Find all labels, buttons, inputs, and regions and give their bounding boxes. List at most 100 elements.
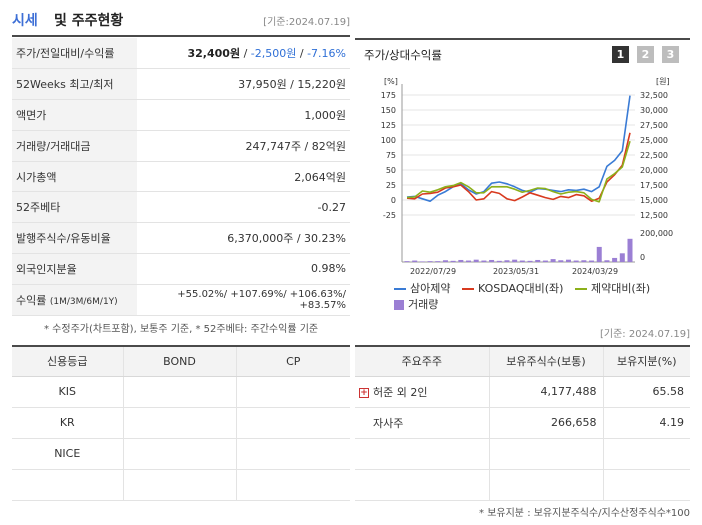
quote-value: 2,064억원 <box>137 161 350 193</box>
table-row: KIS <box>12 376 350 408</box>
table-header-row: 주요주주 보유주식수(보통) 보유지분(%) <box>355 346 690 377</box>
table-row: 시가총액 2,064억원 <box>12 161 350 193</box>
quote-value: 247,747주 / 82억원 <box>137 130 350 162</box>
y-tick-label-right: 20,000 <box>640 166 668 175</box>
holder-pct: 4.19 <box>602 407 690 439</box>
holder-name-cell: 자사주 <box>355 407 489 439</box>
y-tick-label-right: 17,500 <box>640 181 668 190</box>
holder-table: 주요주주 보유주식수(보통) 보유지분(%) + 허준 외 2인 4,177,48… <box>355 345 690 501</box>
quote-key: 외국인지분율 <box>12 253 137 285</box>
x-tick-label: 2023/05/31 <box>493 267 539 276</box>
volume-bar <box>565 259 571 262</box>
table-row: 52주베타 -0.27 <box>12 191 350 224</box>
header-divider <box>12 35 350 37</box>
returns-periods: (1M/3M/6M/1Y) <box>49 296 118 307</box>
volume-bar <box>550 259 556 262</box>
quote-key: 수익률 (1M/3M/6M/1Y) <box>12 284 137 316</box>
quote-table: 주가/전일대비/수익률 32,400원 / -2,500원 / -7.16% 5… <box>12 38 350 316</box>
volume-bar <box>604 260 610 262</box>
holder-date: [기준: 2024.07.19] <box>599 329 690 340</box>
quote-value: 37,950원 / 15,220원 <box>137 68 350 101</box>
volume-bar <box>419 261 425 262</box>
y-tick-label-left: 75 <box>386 151 396 160</box>
volume-bar <box>489 259 495 262</box>
volume-bar <box>512 259 518 262</box>
table-cell <box>235 469 350 501</box>
quote-key: 액면가 <box>12 99 137 131</box>
y-tick-label-right: 27,500 <box>640 121 668 130</box>
returns-value: +55.02%/ +107.69%/ +106.63%/ +83.57% <box>137 284 350 316</box>
chart-panel: 주가/상대수익률 1 2 3 [%] [원] 175 32,500 150 30,000 1… <box>355 38 690 312</box>
volume-tick-label: 0 <box>640 253 645 262</box>
legend-item: KOSDAQ대비(좌) <box>461 280 564 296</box>
column-header: 신용등급 <box>12 346 123 377</box>
quote-key: 52주베타 <box>12 191 137 224</box>
volume-bar <box>527 260 533 262</box>
table-cell: KR <box>12 407 123 439</box>
chart-page-3-button[interactable]: 3 <box>662 46 679 63</box>
legend-label: 제약대비(좌) <box>590 282 651 295</box>
volume-bar <box>442 260 448 262</box>
chart-legend: 삼아제약 KOSDAQ대비(좌) 제약대비(좌) 거래량 <box>394 280 684 312</box>
y-tick-label-right: 32,500 <box>640 91 668 100</box>
table-cell <box>122 438 236 470</box>
y-tick-label-left: 100 <box>381 136 396 145</box>
column-header: BOND <box>122 346 236 377</box>
column-header: CP <box>235 346 350 377</box>
y-tick-label-right: 25,000 <box>640 136 668 145</box>
holder-pct: 65.58 <box>602 376 690 408</box>
chart-page-2-button[interactable]: 2 <box>637 46 654 63</box>
x-tick-label: 2024/03/29 <box>572 267 618 276</box>
table-cell: NICE <box>12 438 123 470</box>
legend-swatch <box>394 300 404 310</box>
y-tick-label-left: 0 <box>391 196 396 205</box>
y-tick-label-right: 22,500 <box>640 151 668 160</box>
legend-label: KOSDAQ대비(좌) <box>477 282 564 295</box>
header-title-prefix: 시세 <box>12 13 38 29</box>
footnote-quote: * 수정주가(차트포함), 보통주 기준, * 52주베타: 주간수익률 기준 <box>44 324 319 335</box>
series-line-1 <box>406 95 631 202</box>
column-header: 주요주주 <box>355 346 489 377</box>
holder-name-cell <box>355 438 489 470</box>
volume-bar <box>627 238 633 262</box>
legend-label: 삼아제약 <box>410 282 451 295</box>
y-tick-label-left: 175 <box>381 91 396 100</box>
quote-value: 1,000원 <box>137 99 350 131</box>
volume-bar <box>519 260 525 262</box>
table-row: 자사주 266,658 4.19 <box>355 407 690 439</box>
y-tick-label-right: 12,500 <box>640 211 668 220</box>
volume-bar <box>466 260 472 262</box>
volume-bar <box>558 260 564 262</box>
x-tick-label: 2022/07/29 <box>410 267 456 276</box>
volume-bar <box>504 260 510 262</box>
volume-bar <box>581 260 587 262</box>
volume-bar <box>589 260 595 262</box>
table-cell <box>235 376 350 408</box>
table-row: 수익률 (1M/3M/6M/1Y) +55.02%/ +107.69%/ +10… <box>12 284 350 316</box>
legend-item: 삼아제약 <box>394 280 450 296</box>
holder-name-cell <box>355 469 489 501</box>
series-line-3 <box>406 140 631 203</box>
expand-icon[interactable]: + <box>359 387 369 398</box>
quote-key: 주가/전일대비/수익률 <box>12 38 137 70</box>
separator: / <box>240 47 251 61</box>
price-change: -2,500원 <box>250 47 297 61</box>
y-tick-label-left: -25 <box>383 211 396 220</box>
y-tick-label-left: 150 <box>381 106 396 115</box>
y-axis-unit-right: [원] <box>656 77 670 86</box>
y-tick-label-right: 30,000 <box>640 106 668 115</box>
table-cell <box>235 438 350 470</box>
quote-key: 시가총액 <box>12 161 137 193</box>
header-date: [기준:2024.07.19] <box>263 17 350 28</box>
volume-bar <box>596 246 602 262</box>
chart-page-1-button[interactable]: 1 <box>612 46 629 63</box>
holder-shares: 266,658 <box>488 407 603 439</box>
legend-item: 거래량 <box>394 296 438 312</box>
table-row: 발행주식수/유동비율 6,370,000주 / 30.23% <box>12 222 350 255</box>
holder-name[interactable]: 허준 외 2인 <box>373 385 428 399</box>
price: 32,400원 <box>187 47 241 61</box>
quote-key: 거래량/거래대금 <box>12 130 137 162</box>
volume-bar <box>427 261 433 262</box>
quote-value: 6,370,000주 / 30.23% <box>137 222 350 255</box>
volume-bar <box>450 260 456 262</box>
